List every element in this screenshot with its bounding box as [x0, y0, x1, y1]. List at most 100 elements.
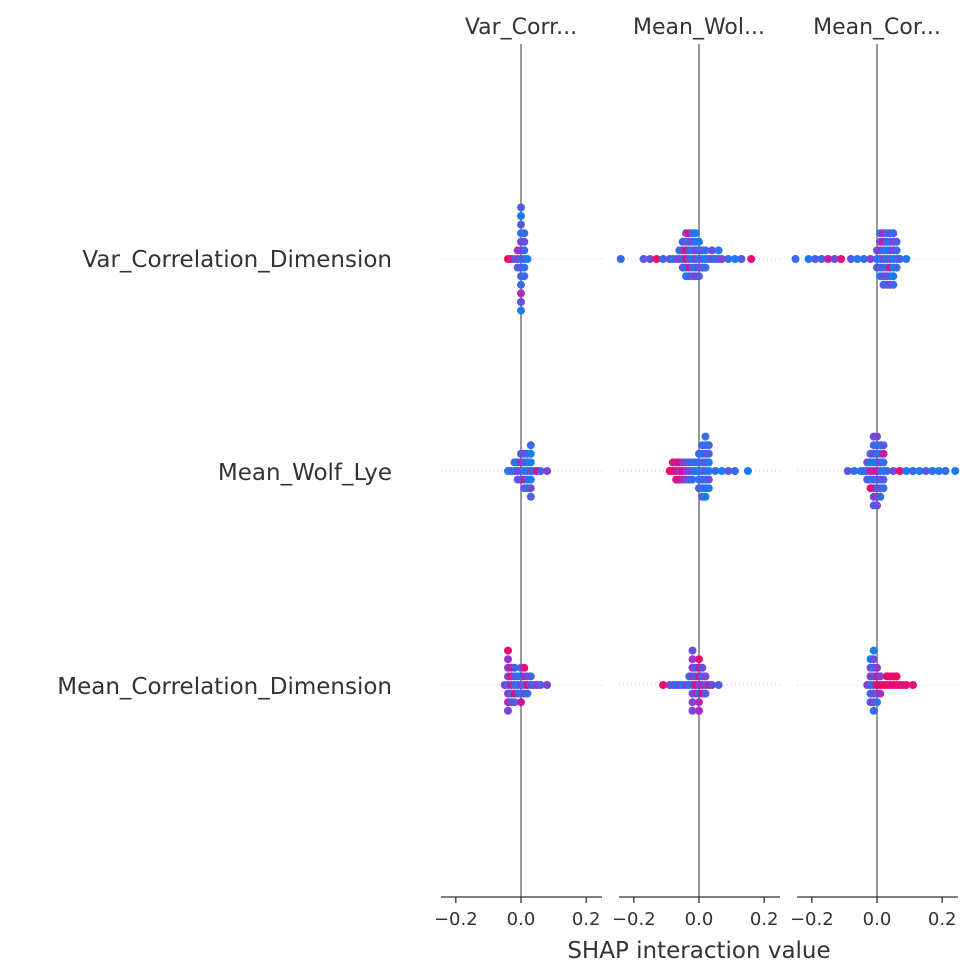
- data-point: [879, 449, 888, 458]
- data-point: [526, 475, 535, 484]
- data-point: [504, 646, 512, 655]
- data-point: [517, 220, 525, 229]
- row-label-1: Var_Correlation_Dimension: [82, 247, 392, 273]
- data-point: [526, 492, 535, 501]
- data-point: [714, 246, 723, 255]
- data-point: [701, 689, 710, 698]
- data-point: [704, 467, 713, 475]
- data-point: [879, 484, 888, 493]
- data-point: [837, 255, 846, 263]
- data-point: [517, 698, 525, 707]
- data-point: [523, 689, 532, 698]
- data-point: [520, 246, 529, 255]
- data-point: [520, 272, 529, 281]
- data-point: [892, 263, 901, 272]
- data-point: [520, 263, 529, 272]
- data-point: [510, 663, 519, 672]
- data-point: [526, 458, 535, 467]
- data-point: [879, 441, 888, 450]
- data-point: [869, 655, 878, 664]
- data-point: [902, 467, 911, 475]
- x-tick-label: −0.2: [434, 909, 478, 930]
- x-tick-label: 0.2: [572, 909, 601, 930]
- data-point: [517, 306, 525, 315]
- data-point: [717, 255, 726, 263]
- data-point: [876, 492, 885, 501]
- data-point: [691, 229, 700, 238]
- data-point: [688, 655, 697, 664]
- x-tick-label: 0.2: [928, 909, 957, 930]
- data-point: [730, 255, 739, 263]
- data-point: [811, 255, 820, 263]
- row-label-3: Mean_Correlation_Dimension: [57, 674, 392, 700]
- data-point: [928, 467, 937, 475]
- data-point: [520, 229, 529, 238]
- data-point: [708, 681, 716, 689]
- data-point: [708, 246, 716, 255]
- data-point: [711, 467, 720, 475]
- data-point: [873, 432, 881, 441]
- data-point: [517, 280, 525, 289]
- data-point: [517, 212, 525, 220]
- data-point: [879, 458, 888, 467]
- data-point: [892, 246, 901, 255]
- data-point: [688, 706, 697, 715]
- data-point: [701, 432, 710, 441]
- data-point: [536, 681, 545, 689]
- data-point: [616, 255, 625, 263]
- data-point: [892, 237, 901, 246]
- data-point: [921, 467, 930, 475]
- data-point: [517, 203, 525, 212]
- column-title-1: Var_Corr...: [465, 15, 577, 40]
- data-point: [520, 237, 529, 246]
- data-point: [876, 672, 885, 681]
- x-tick-label: 0.2: [750, 909, 779, 930]
- data-point: [517, 298, 525, 306]
- x-axis-title: SHAP interaction value: [567, 938, 830, 964]
- data-point: [873, 263, 881, 272]
- x-tick-label: 0.0: [685, 909, 714, 930]
- data-point: [934, 467, 943, 475]
- data-point: [824, 255, 833, 263]
- data-point: [866, 484, 875, 493]
- data-point: [698, 663, 707, 672]
- data-point: [902, 255, 911, 263]
- data-point: [892, 672, 901, 681]
- data-point: [714, 681, 723, 689]
- data-point: [520, 663, 529, 672]
- x-tick-label: 0.0: [863, 909, 892, 930]
- data-point: [915, 467, 924, 475]
- data-point: [724, 467, 733, 475]
- data-point: [510, 698, 519, 707]
- data-point: [504, 655, 512, 664]
- data-point: [895, 467, 904, 475]
- data-point: [704, 484, 713, 493]
- data-point: [902, 681, 911, 689]
- data-point: [526, 441, 535, 450]
- data-point: [523, 255, 532, 263]
- data-point: [659, 681, 668, 689]
- data-point: [951, 467, 960, 475]
- data-point: [517, 289, 525, 298]
- data-point: [701, 263, 710, 272]
- data-point: [866, 255, 875, 263]
- data-point: [743, 467, 752, 475]
- data-point: [866, 475, 875, 484]
- data-point: [882, 467, 891, 475]
- data-point: [873, 698, 881, 707]
- data-point: [695, 698, 703, 707]
- data-point: [536, 467, 545, 475]
- data-point: [688, 475, 697, 484]
- data-point: [717, 467, 726, 475]
- data-point: [791, 255, 800, 263]
- data-point: [504, 706, 512, 715]
- data-point: [889, 280, 898, 289]
- data-point: [737, 255, 746, 263]
- data-point: [526, 449, 535, 458]
- data-point: [730, 467, 739, 475]
- data-point: [695, 237, 703, 246]
- data-point: [941, 467, 950, 475]
- data-point: [724, 255, 733, 263]
- data-point: [695, 655, 703, 664]
